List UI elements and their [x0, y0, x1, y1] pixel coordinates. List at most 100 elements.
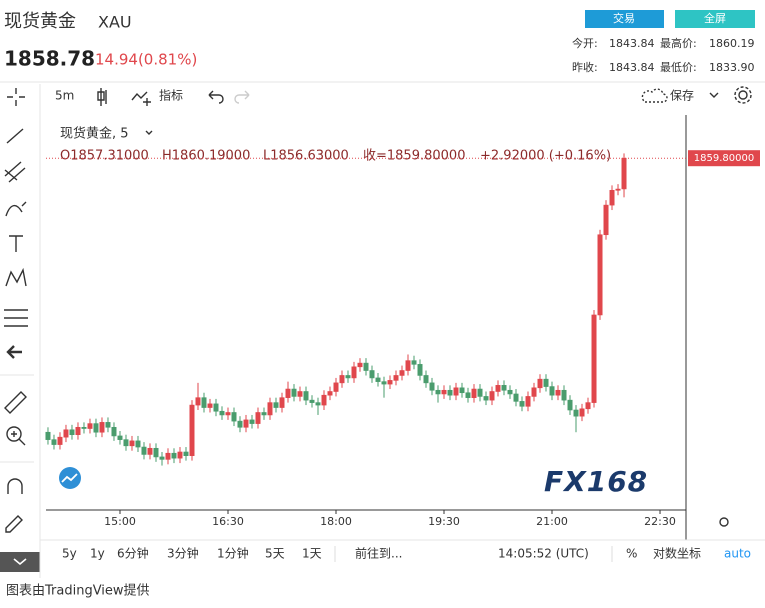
candle-body — [231, 412, 237, 422]
candle-body — [351, 366, 357, 379]
candle-body — [177, 451, 183, 459]
x-tick-label: 18:00 — [320, 515, 352, 528]
settings-icon[interactable] — [738, 90, 748, 100]
stat-value: 1843.84 — [609, 37, 655, 50]
candle-body — [537, 378, 543, 389]
axis-settings-icon[interactable] — [719, 517, 729, 527]
candle-body — [327, 391, 333, 396]
range[interactable]: 6分钟 — [117, 546, 149, 561]
candle-body — [111, 426, 117, 437]
candle-body — [321, 394, 327, 406]
legend-dropdown[interactable] — [145, 130, 153, 135]
candle-body — [123, 439, 129, 447]
undo-icon[interactable] — [208, 90, 224, 104]
indicator-icon[interactable] — [131, 91, 151, 106]
crosshair-icon[interactable] — [7, 88, 25, 106]
ruler-tool[interactable] — [4, 391, 27, 414]
fib-tool[interactable] — [4, 161, 26, 183]
candle-body — [423, 375, 429, 384]
candle-body — [405, 360, 411, 371]
candle-body — [105, 422, 111, 428]
trade-button-label[interactable]: 交易 — [613, 11, 635, 25]
brush-tool[interactable] — [5, 201, 27, 217]
candle-body — [555, 389, 561, 396]
range[interactable]: 1分钟 — [217, 546, 249, 561]
cloud-icon[interactable] — [641, 88, 668, 103]
save[interactable]: 保存 — [670, 89, 694, 103]
legend-value: H1860.19000 — [162, 149, 250, 164]
candle-body — [591, 314, 597, 403]
price: 1858.78 — [4, 47, 95, 71]
legend-value: +2.92000 (+0.16%) — [480, 149, 611, 164]
candle-body — [285, 388, 291, 398]
candle-body — [45, 431, 51, 440]
x-tick-label: 19:30 — [428, 515, 460, 528]
candle-body — [129, 440, 135, 447]
percent-toggle[interactable]: % — [626, 547, 637, 561]
symbol: 现货黄金 — [4, 11, 76, 32]
candle-body — [267, 402, 273, 416]
candle-icon[interactable] — [97, 88, 107, 106]
x-tick-label: 22:30 — [644, 515, 676, 528]
stat-label: 最低价: — [660, 61, 697, 74]
range[interactable]: 5天 — [265, 547, 285, 561]
range[interactable]: 5y — [62, 547, 77, 561]
candle-body — [435, 389, 441, 395]
range[interactable]: 3分钟 — [167, 546, 199, 561]
candle-body — [531, 387, 537, 397]
stat-label: 今开: — [572, 36, 598, 50]
trade-button[interactable] — [585, 10, 664, 28]
line-tool[interactable] — [6, 128, 24, 144]
indicators[interactable]: 指标 — [159, 88, 183, 103]
settings-icon-ring[interactable] — [734, 86, 752, 104]
fullscreen-button[interactable] — [675, 10, 755, 28]
logo-mark — [61, 473, 78, 483]
zoom-tool[interactable] — [6, 426, 22, 442]
candle-body — [315, 402, 321, 406]
candle-body — [597, 234, 603, 316]
collapse-icon[interactable] — [13, 558, 27, 566]
x-tick-label: 15:00 — [104, 515, 136, 528]
measure-tool[interactable] — [4, 309, 28, 327]
candle-body — [387, 380, 393, 385]
candle-body — [411, 360, 417, 365]
range[interactable]: 1y — [90, 547, 105, 561]
candle-body — [93, 423, 99, 433]
fullscreen-button-label[interactable]: 全屏 — [704, 11, 726, 25]
candle-body — [579, 408, 585, 417]
lock-tool[interactable] — [5, 515, 23, 533]
candle-body — [201, 397, 207, 408]
x-tick-label: 21:00 — [536, 515, 568, 528]
range[interactable]: 1天 — [302, 547, 322, 561]
back-tool[interactable] — [6, 345, 22, 359]
candle-body — [195, 397, 201, 406]
magnet-tool[interactable] — [7, 478, 23, 494]
pattern-tool[interactable] — [5, 267, 27, 287]
candle-body — [207, 403, 213, 408]
candle-body — [495, 385, 501, 392]
interval[interactable]: 5m — [55, 89, 74, 103]
zoom-tool-plus[interactable] — [11, 431, 26, 446]
candle-body — [585, 402, 591, 410]
log-toggle[interactable]: 对数坐标 — [653, 546, 701, 561]
candle-body — [189, 404, 195, 456]
collapse-button[interactable] — [0, 552, 40, 572]
candle-body — [159, 456, 165, 460]
dropdown-icon[interactable] — [709, 92, 719, 98]
candle-body — [147, 447, 153, 455]
candle-body — [339, 375, 345, 384]
candle-body — [261, 412, 267, 416]
candle-body — [357, 362, 363, 368]
legend-value: O1857.31000 — [60, 149, 149, 164]
candle-body — [225, 412, 231, 416]
auto-toggle[interactable]: auto — [724, 547, 751, 561]
candle-body — [213, 403, 219, 412]
candle-body — [69, 429, 75, 436]
text-tool[interactable] — [9, 235, 23, 252]
goto[interactable]: 前往到... — [355, 546, 402, 561]
redo-icon[interactable] — [234, 90, 250, 104]
candle-body — [471, 388, 477, 398]
candle-body — [459, 387, 465, 394]
candle-body — [477, 388, 483, 397]
candle-body — [621, 157, 627, 190]
